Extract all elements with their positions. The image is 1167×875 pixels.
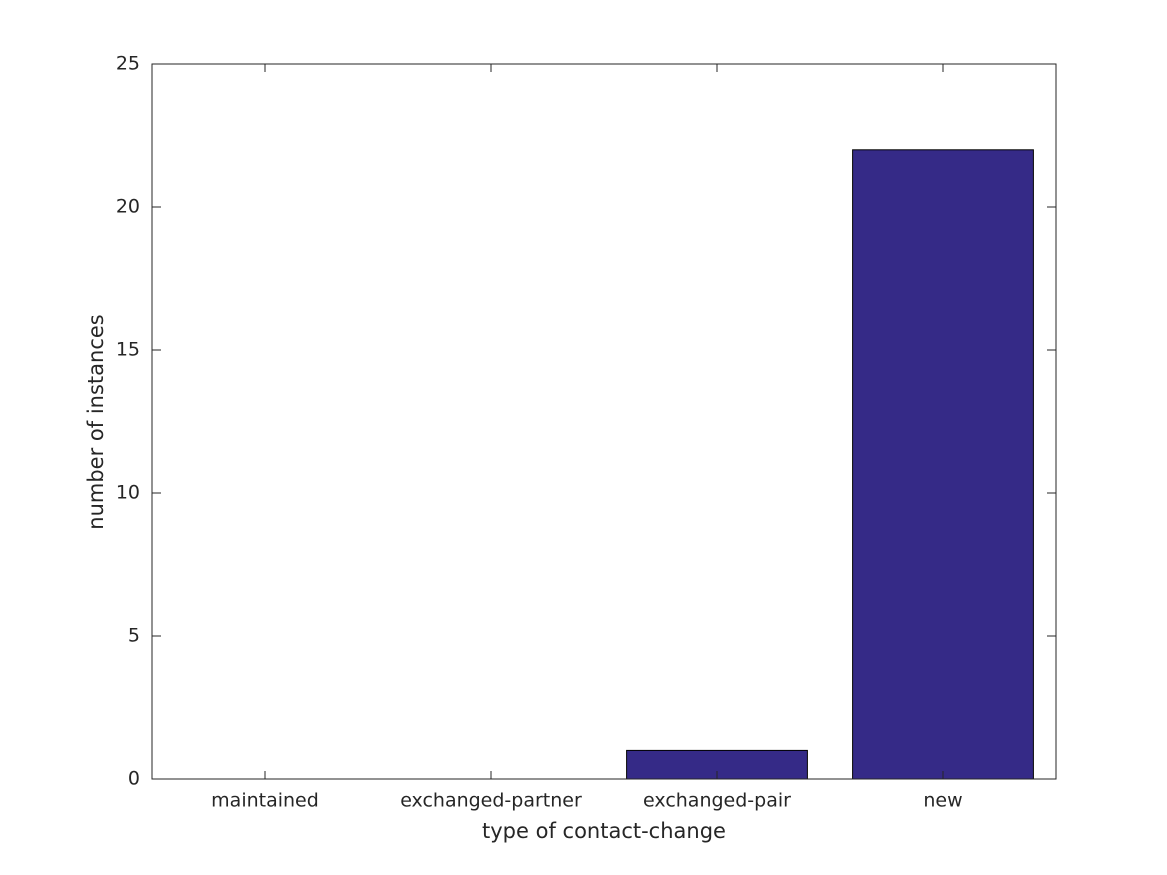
x-axis-label: type of contact-change xyxy=(482,819,726,843)
x-tick-label: exchanged-partner xyxy=(400,790,582,812)
x-tick-label: new xyxy=(923,790,962,812)
y-axis-label: number of instances xyxy=(84,314,108,529)
y-tick-label: 20 xyxy=(116,196,140,218)
axes-box xyxy=(151,63,1057,780)
y-tick-label: 15 xyxy=(116,339,140,361)
x-tick-label: maintained xyxy=(211,790,319,812)
bar xyxy=(852,149,1034,780)
y-tick-label: 25 xyxy=(116,53,140,75)
x-tick-label: exchanged-pair xyxy=(643,790,791,812)
y-tick-label: 5 xyxy=(128,625,140,647)
y-tick-label: 10 xyxy=(116,482,140,504)
y-tick-label: 0 xyxy=(128,768,140,790)
